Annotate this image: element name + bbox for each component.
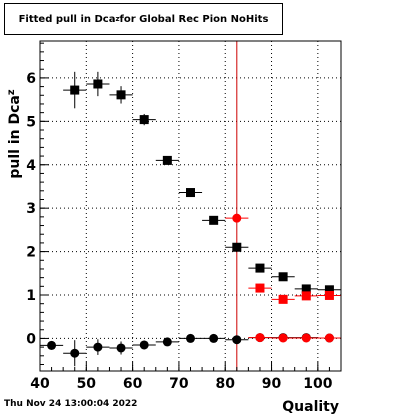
- square-marker: [255, 283, 265, 293]
- circle-marker: [232, 335, 242, 345]
- chart-title: Fitted pull in Dca z for Global Rec Pion …: [5, 4, 282, 34]
- title-suffix: for Global Rec Pion NoHits: [119, 13, 269, 25]
- y-tick-label: 6: [26, 71, 36, 87]
- data-point: [248, 333, 272, 343]
- y-axis-label-subscript: z: [6, 89, 17, 95]
- y-tick-label: 1: [26, 288, 36, 304]
- data-point: [271, 294, 295, 304]
- square-marker: [301, 291, 311, 301]
- data-point: [202, 333, 226, 343]
- circle-marker: [301, 333, 311, 343]
- circle-marker: [186, 333, 195, 343]
- data-point: [63, 71, 87, 109]
- data-point: [225, 213, 249, 223]
- data-point: [317, 333, 341, 343]
- x-tick-label: 50: [77, 376, 97, 392]
- data-markers: [40, 71, 341, 367]
- x-tick-label: 40: [30, 376, 50, 392]
- circle-marker: [232, 213, 242, 223]
- y-tick-label: 5: [26, 114, 36, 130]
- axis-ticks: 40 50 60 70 80 90 100 0 1 2 3 4 5 6: [26, 42, 342, 392]
- y-tick-label: 4: [26, 158, 36, 174]
- title-box: Fitted pull in Dca z for Global Rec Pion …: [4, 3, 283, 35]
- circle-marker: [93, 342, 103, 352]
- data-point: [202, 215, 226, 225]
- circle-marker: [70, 348, 80, 358]
- data-point: [132, 340, 156, 350]
- square-marker: [70, 85, 80, 95]
- data-point: [63, 340, 87, 367]
- data-point: [317, 290, 341, 300]
- square-marker: [278, 294, 288, 304]
- y-tick-label: 0: [26, 331, 36, 347]
- data-point: [155, 337, 179, 347]
- data-point: [271, 333, 295, 343]
- data-point: [225, 335, 249, 345]
- footer-timestamp: Thu Nov 24 13:00:04 2022: [4, 399, 138, 409]
- square-marker: [324, 290, 334, 300]
- square-marker: [186, 188, 195, 198]
- data-point: [109, 86, 133, 104]
- data-point: [109, 341, 133, 355]
- title-subscript: z: [115, 15, 120, 23]
- circle-marker: [116, 343, 126, 353]
- square-marker: [255, 263, 265, 273]
- data-point: [178, 333, 203, 343]
- square-marker: [301, 284, 311, 294]
- circle-marker: [47, 340, 57, 350]
- data-point: [271, 272, 295, 282]
- square-marker: [209, 215, 219, 225]
- y-tick-label: 3: [26, 201, 36, 217]
- data-point: [294, 291, 318, 301]
- square-marker: [232, 242, 242, 252]
- square-marker: [162, 155, 172, 165]
- data-point: [40, 340, 64, 350]
- data-point: [132, 113, 156, 126]
- square-marker: [116, 90, 126, 100]
- data-point: [294, 284, 318, 294]
- x-tick-label: 100: [303, 376, 332, 392]
- square-marker: [278, 272, 288, 282]
- data-point: [248, 263, 272, 273]
- circle-marker: [255, 333, 265, 343]
- square-marker: [139, 115, 149, 125]
- data-point: [248, 283, 272, 293]
- data-point: [86, 71, 110, 97]
- x-tick-label: 60: [123, 376, 143, 392]
- square-marker: [93, 79, 103, 89]
- data-point: [178, 188, 203, 198]
- square-marker: [324, 285, 334, 295]
- y-axis-label-main: pull in Dca: [7, 95, 23, 178]
- x-tick-label: 70: [169, 376, 189, 392]
- data-point: [294, 333, 318, 343]
- circle-marker: [209, 333, 219, 343]
- title-prefix: Fitted pull in Dca: [18, 13, 116, 25]
- y-tick-label: 2: [26, 245, 36, 261]
- x-tick-label: 80: [215, 376, 235, 392]
- circle-marker: [324, 333, 334, 343]
- data-point: [155, 155, 179, 165]
- x-axis-label: Quality: [282, 399, 339, 414]
- circle-marker: [139, 340, 149, 350]
- data-point: [225, 242, 249, 252]
- y-axis-label-group: pull in Dcaz: [6, 89, 23, 178]
- circle-marker: [278, 333, 288, 343]
- circle-marker: [162, 337, 172, 347]
- x-tick-label: 90: [262, 376, 282, 392]
- y-axis-label: pull in Dcaz: [6, 89, 23, 178]
- data-point: [86, 339, 110, 355]
